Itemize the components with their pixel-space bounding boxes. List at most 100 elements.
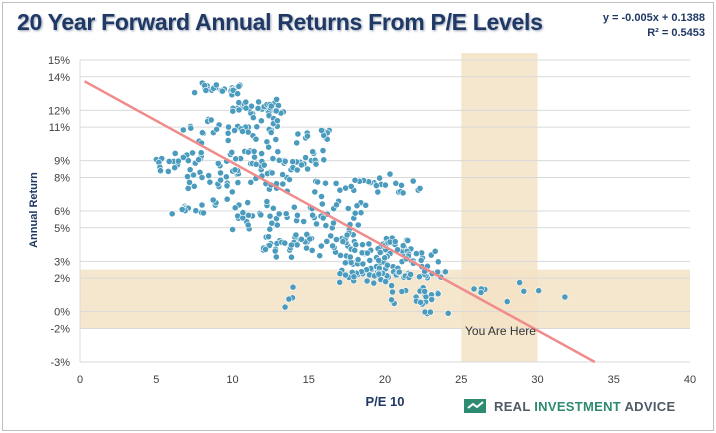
data-point (303, 244, 310, 252)
data-point (311, 188, 319, 196)
data-point (282, 210, 290, 218)
y-tick-label: 11% (49, 122, 70, 134)
data-point (322, 179, 329, 187)
x-tick-label: 30 (531, 374, 543, 386)
data-point (189, 149, 196, 157)
data-point (503, 298, 511, 305)
data-point (244, 221, 252, 229)
data-point (298, 161, 305, 169)
data-point (304, 132, 311, 140)
data-point (244, 199, 252, 206)
data-point (343, 231, 351, 239)
y-tick-label: -2% (50, 323, 70, 335)
data-point (316, 252, 324, 260)
data-point (322, 222, 330, 229)
data-point (171, 149, 179, 157)
data-point (244, 128, 252, 136)
data-point (308, 246, 316, 254)
y-tick-label: 6% (54, 206, 70, 218)
data-point (224, 129, 232, 137)
data-point (323, 237, 331, 245)
data-point (341, 259, 349, 267)
x-tick-label: 20 (379, 374, 391, 386)
data-point (267, 129, 275, 136)
data-point (286, 176, 293, 183)
data-point (561, 293, 569, 301)
data-point (214, 159, 222, 167)
data-point (245, 211, 252, 219)
y-tick-label: -3% (50, 357, 70, 369)
data-point (289, 283, 297, 291)
y-tick-label: 8% (54, 172, 70, 184)
logo-icon (464, 399, 486, 413)
x-tick-label: 40 (684, 374, 696, 386)
data-point (398, 181, 405, 189)
x-tick-label: 25 (455, 374, 467, 386)
data-point (444, 309, 452, 317)
data-point (232, 155, 240, 163)
data-point (520, 287, 528, 295)
x-tick-label: 0 (77, 374, 83, 386)
data-point (287, 241, 295, 249)
data-point (375, 270, 383, 278)
data-point (392, 179, 400, 187)
data-point (344, 205, 352, 212)
data-point (171, 164, 179, 172)
data-point (421, 287, 429, 295)
data-point (258, 150, 265, 157)
data-point (336, 186, 344, 194)
y-tick-labels: -3% -2% 0% 2% 3% 5% 6% 8% 9% 11% 12% 14% 15% (48, 55, 70, 369)
highlight-bands (80, 53, 690, 362)
data-point (252, 160, 260, 168)
data-point (398, 288, 406, 295)
y-axis-label: Annual Return (28, 172, 40, 248)
data-point (272, 253, 280, 261)
data-point (309, 211, 316, 219)
data-point (298, 235, 305, 243)
data-point (266, 225, 274, 233)
data-point (376, 249, 384, 256)
data-point (235, 83, 243, 90)
data-point (255, 98, 262, 106)
data-point (174, 157, 182, 165)
data-point (197, 149, 205, 157)
data-point (319, 147, 327, 154)
data-point (404, 237, 412, 244)
data-point (329, 242, 336, 250)
data-point (365, 240, 373, 248)
data-point (441, 268, 449, 276)
data-point (225, 123, 232, 131)
data-point (279, 180, 287, 188)
data-point (254, 105, 262, 112)
data-point (184, 173, 191, 180)
data-point (434, 290, 442, 298)
r-squared-text: R² = 0.5453 (647, 27, 705, 39)
data-point (206, 178, 214, 186)
data-point (272, 107, 280, 115)
data-points (152, 79, 569, 317)
data-point (389, 288, 396, 296)
data-point (228, 188, 236, 196)
data-point (309, 148, 317, 156)
data-point (428, 296, 436, 303)
data-point (347, 182, 355, 190)
data-point (212, 81, 220, 89)
data-point (351, 246, 359, 254)
data-point (275, 210, 283, 218)
data-point (293, 139, 301, 147)
data-point (351, 209, 359, 217)
data-point (359, 260, 367, 268)
data-point (370, 279, 378, 287)
data-point (249, 114, 257, 122)
data-point (395, 268, 403, 276)
data-point (269, 204, 277, 212)
data-point (213, 125, 220, 133)
data-point (251, 153, 258, 161)
data-point (314, 178, 321, 186)
data-point (516, 279, 523, 286)
data-point (293, 211, 301, 219)
data-point (339, 238, 347, 245)
data-point (234, 90, 241, 98)
data-point (250, 147, 258, 155)
data-point (165, 157, 173, 165)
